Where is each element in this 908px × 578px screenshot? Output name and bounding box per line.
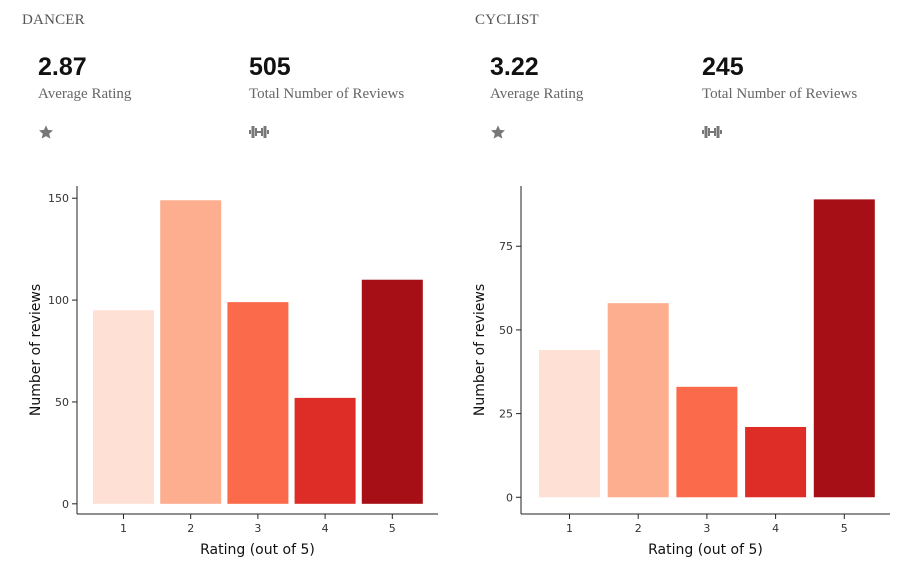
y-tick-label: 75 [499, 240, 513, 253]
star-icon [491, 125, 505, 139]
bar-rating-5 [361, 279, 423, 504]
bar-rating-1 [93, 310, 154, 504]
x-tick-label: 2 [187, 522, 194, 535]
x-tick-label: 5 [389, 522, 396, 535]
y-tick-label: 100 [48, 294, 69, 307]
y-axis-title: Number of reviews [28, 284, 44, 416]
panel-title: CYCLIST [475, 12, 539, 28]
star-icon [39, 125, 53, 139]
x-tick-label: 4 [322, 522, 329, 535]
x-tick-label: 2 [635, 522, 642, 535]
dumbbell-icon [249, 126, 269, 138]
bar-rating-5 [813, 199, 875, 498]
stat-label: Average Rating [38, 86, 132, 102]
bar-rating-1 [539, 350, 600, 498]
x-tick-label: 1 [120, 522, 127, 535]
total-reviews-stat: 505 Total Number of Reviews [249, 52, 404, 103]
stat-label: Average Rating [490, 86, 584, 102]
cyclist-rating-chart: 0 25 50 75 1 2 3 4 5 Rating (out of 5) Number of r… [472, 186, 890, 558]
x-axis-title: Rating (out of 5) [200, 542, 315, 558]
stat-label: Total Number of Reviews [702, 86, 858, 102]
stat-value: 245 [702, 53, 744, 81]
y-axis-title: Number of reviews [472, 284, 488, 416]
total-reviews-stat: 245 Total Number of Reviews [702, 52, 857, 103]
x-tick-label: 5 [841, 522, 848, 535]
x-tick-label: 1 [566, 522, 573, 535]
dancer-panel: DANCER 2.87 Average Rating 505 Total Num… [0, 0, 440, 578]
x-tick-label: 3 [254, 522, 261, 535]
stat-label: Total Number of Reviews [249, 86, 405, 102]
stat-value: 505 [249, 53, 291, 81]
dumbbell-icon [702, 126, 722, 138]
panel-title: DANCER [22, 12, 85, 28]
x-axis-title: Rating (out of 5) [648, 542, 763, 558]
bar-rating-2 [160, 200, 222, 504]
stat-value: 3.22 [490, 53, 539, 81]
bar-rating-2 [607, 303, 669, 498]
y-tick-label: 25 [499, 408, 513, 421]
bar-rating-4 [745, 426, 807, 498]
average-rating-stat: 2.87 Average Rating [38, 52, 131, 103]
bar-rating-3 [227, 302, 289, 504]
y-tick-label: 50 [499, 324, 513, 337]
x-tick-label: 3 [703, 522, 710, 535]
y-tick-label: 50 [55, 396, 69, 409]
dancer-rating-chart: 0 50 100 150 1 2 3 4 5 Rating (out of 5) Number of… [28, 186, 438, 558]
stat-value: 2.87 [38, 53, 87, 81]
y-tick-label: 150 [48, 192, 69, 205]
x-tick-label: 4 [772, 522, 779, 535]
cyclist-panel: CYCLIST 3.22 Average Rating 245 Total Nu… [453, 0, 893, 578]
average-rating-stat: 3.22 Average Rating [490, 52, 583, 103]
bar-rating-4 [294, 397, 356, 504]
y-tick-label: 0 [506, 491, 513, 504]
bar-rating-3 [676, 386, 738, 498]
y-tick-label: 0 [62, 498, 69, 511]
